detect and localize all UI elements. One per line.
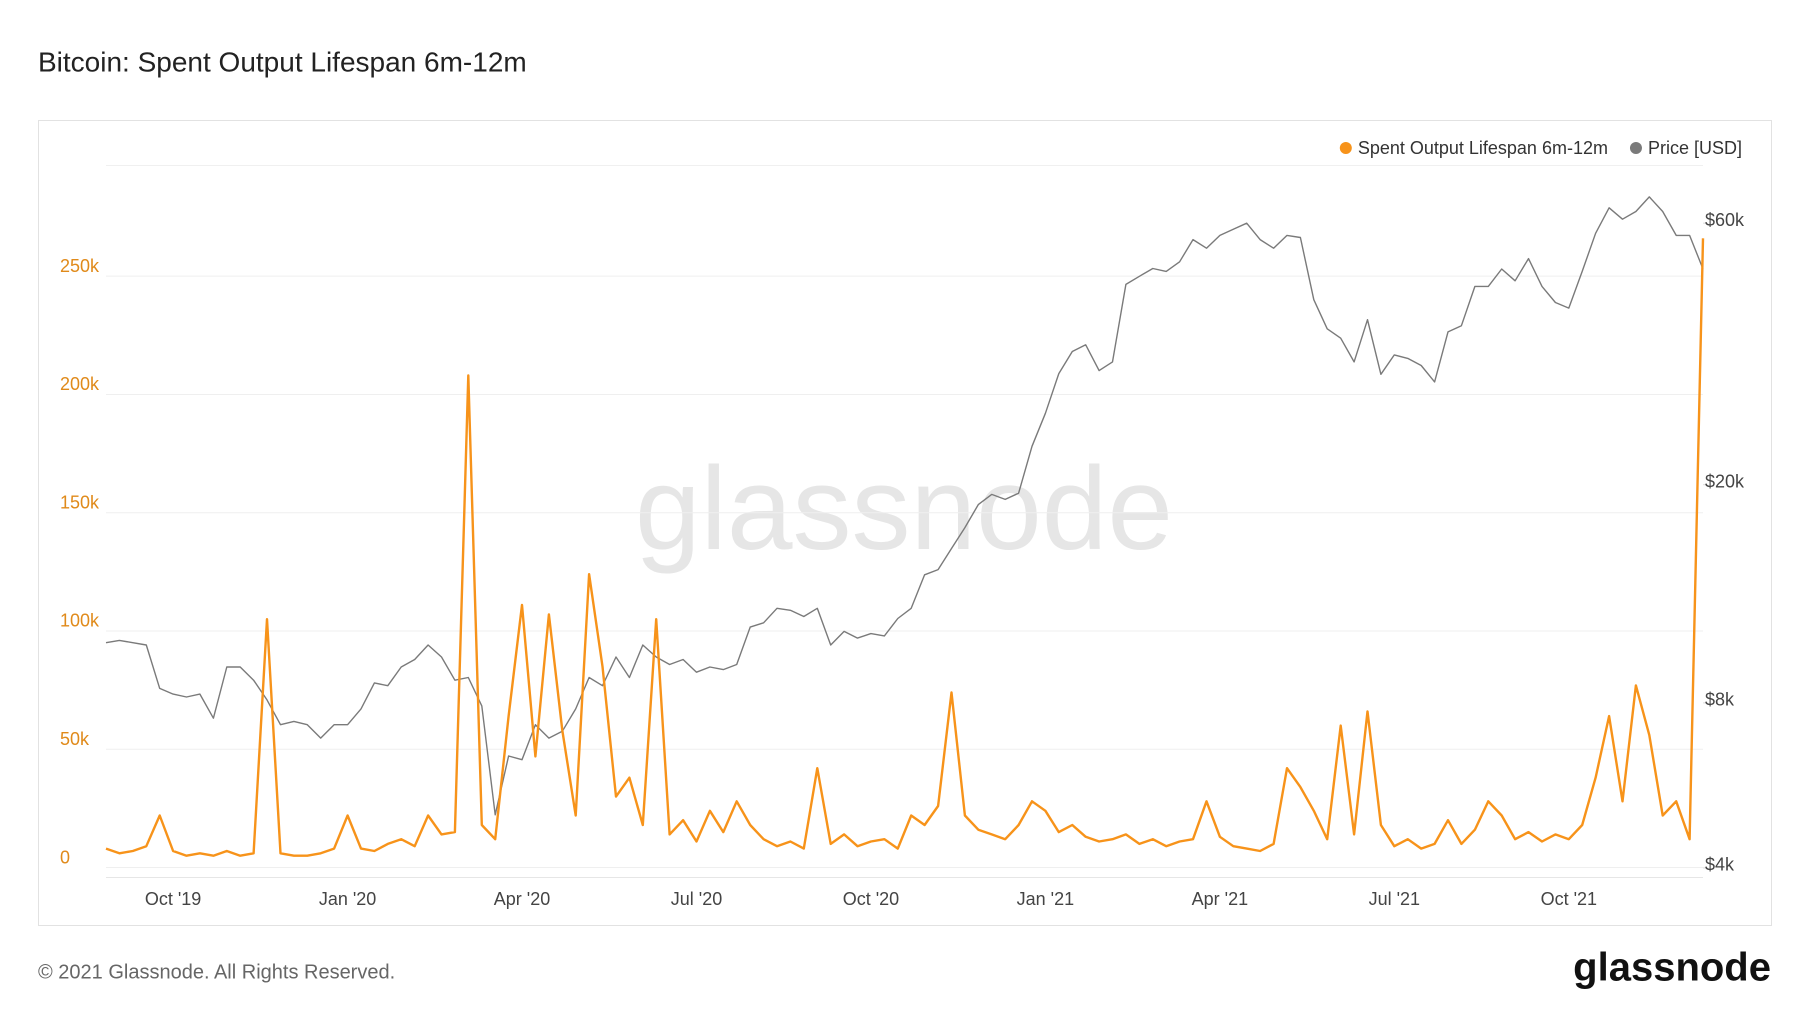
footer: © 2021 Glassnode. All Rights Reserved. <box>38 961 395 983</box>
series-line <box>105 238 1705 857</box>
legend-label: Spent Output Lifespan 6m-12m <box>1358 138 1608 158</box>
y2-tick-label: $8k <box>1705 690 1735 710</box>
y2-tick-label: $4k <box>1705 855 1735 875</box>
y-tick-label: 250k <box>60 256 100 276</box>
legend-swatch <box>1339 142 1352 154</box>
y-tick-label: 200k <box>60 374 100 394</box>
brand-logo: glassnode <box>1573 946 1771 990</box>
y-tick-label: 0 <box>60 847 70 867</box>
y-tick-label: 50k <box>60 729 90 749</box>
y2-tick-label: $20k <box>1705 471 1745 491</box>
x-tick-label: Jul '20 <box>671 889 722 909</box>
chart-title: Bitcoin: Spent Output Lifespan 6m-12m <box>38 46 527 77</box>
legend: Price [USD] Spent Output Lifespan 6m-12m <box>1339 138 1742 158</box>
y2-tick-label: $60k <box>1705 210 1745 230</box>
legend-label: Price [USD] <box>1648 138 1742 158</box>
x-tick-label: Apr '20 <box>494 889 550 909</box>
x-tick-label: Jan '21 <box>1017 889 1074 909</box>
y-tick-label: 150k <box>60 492 100 512</box>
panel <box>38 120 1772 926</box>
x-tick-label: Oct '20 <box>843 889 899 909</box>
legend-swatch <box>1629 142 1642 154</box>
series-line <box>105 196 1704 816</box>
y-tick-label: 100k <box>60 611 100 631</box>
x-tick-label: Jul '21 <box>1369 889 1420 909</box>
x-tick-label: Oct '21 <box>1541 889 1597 909</box>
x-tick-label: Oct '19 <box>145 889 201 909</box>
x-tick-label: Jan '20 <box>319 889 376 909</box>
x-tick-label: Apr '21 <box>1192 889 1248 909</box>
watermark: glassnode <box>635 443 1173 575</box>
